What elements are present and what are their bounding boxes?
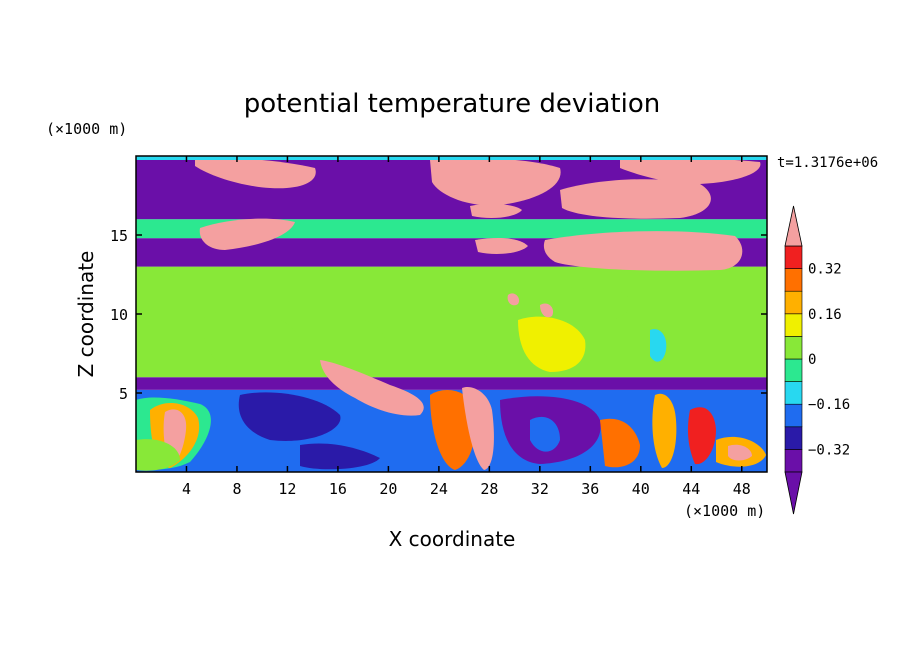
contour-region [543, 231, 743, 271]
colorbar-tick-label: 0.32 [808, 262, 842, 278]
contour-region [650, 329, 667, 362]
colorbar-segment [784, 268, 803, 292]
x-axis-label: X coordinate [389, 527, 516, 551]
colorbar-tick-label: −0.32 [808, 442, 850, 458]
x-tick-label: 32 [531, 480, 549, 498]
contour-region [195, 158, 316, 189]
chart-title: potential temperature deviation [244, 89, 660, 119]
contour-region [728, 444, 752, 461]
x-tick-label: 8 [232, 480, 241, 498]
x-tick-label: 4 [182, 480, 191, 498]
contour-region [238, 392, 341, 441]
colorbar-segment [784, 336, 803, 360]
colorbar-segment [784, 426, 803, 450]
contour-region [430, 390, 476, 470]
contour-region [462, 386, 494, 470]
contour-region [470, 203, 522, 218]
contour-field [136, 156, 767, 472]
colorbar-tick-label: −0.16 [808, 397, 850, 413]
colorbar: 0.32 0.16 0 −0.16 −0.32 [784, 205, 850, 515]
y-axis: 5 10 15 [110, 227, 767, 403]
x-tick-label: 48 [733, 480, 751, 498]
colorbar-segment [784, 403, 803, 428]
y-axis-label: Z coordinate [74, 251, 98, 378]
contour-region [518, 316, 586, 372]
y-unit-label: (×1000 m) [46, 120, 127, 138]
x-tick-label: 24 [430, 480, 448, 498]
contour-region [687, 407, 716, 465]
colorbar-high-triangle [784, 205, 803, 247]
y-tick-label: 15 [110, 227, 128, 245]
colorbar-tick-label: 0 [808, 352, 816, 368]
y-tick-label: 5 [119, 385, 128, 403]
contour-region [300, 443, 380, 470]
contour-region [136, 439, 180, 471]
colorbar-segment [784, 290, 803, 315]
x-tick-label: 20 [379, 480, 397, 498]
x-tick-label: 12 [278, 480, 296, 498]
x-tick-label: 40 [632, 480, 650, 498]
colorbar-segment [784, 449, 803, 473]
colorbar-segment [784, 358, 803, 382]
contour-region [560, 179, 711, 219]
colorbar-tick-label: 0.16 [808, 307, 842, 323]
contour-region [430, 158, 561, 206]
x-unit-label: (×1000 m) [684, 502, 765, 520]
contour-region [203, 310, 301, 370]
contour-region [652, 393, 677, 468]
colorbar-segment [784, 381, 803, 405]
colorbar-segment [784, 313, 803, 337]
contour-region [136, 156, 767, 160]
contour-region [507, 293, 520, 306]
colorbar-low-triangle [784, 471, 803, 515]
contour-region [475, 238, 528, 254]
contour-region [320, 360, 424, 416]
contour-band [136, 377, 767, 390]
contour-region [620, 157, 761, 184]
x-tick-label: 28 [480, 480, 498, 498]
colorbar-segment [784, 245, 803, 269]
contour-region [600, 418, 640, 468]
x-axis: 4 8 12 16 20 24 28 32 36 40 44 48 [182, 156, 751, 498]
x-tick-label: 16 [329, 480, 347, 498]
x-tick-label: 44 [682, 480, 700, 498]
contour-region [341, 318, 389, 374]
time-label: t=1.3176e+06 [777, 155, 878, 171]
contour-region [540, 303, 554, 318]
contour-region [199, 218, 295, 250]
contour-region [530, 416, 560, 452]
y-tick-label: 10 [110, 306, 128, 324]
x-tick-label: 36 [581, 480, 599, 498]
contour-region [440, 285, 631, 324]
